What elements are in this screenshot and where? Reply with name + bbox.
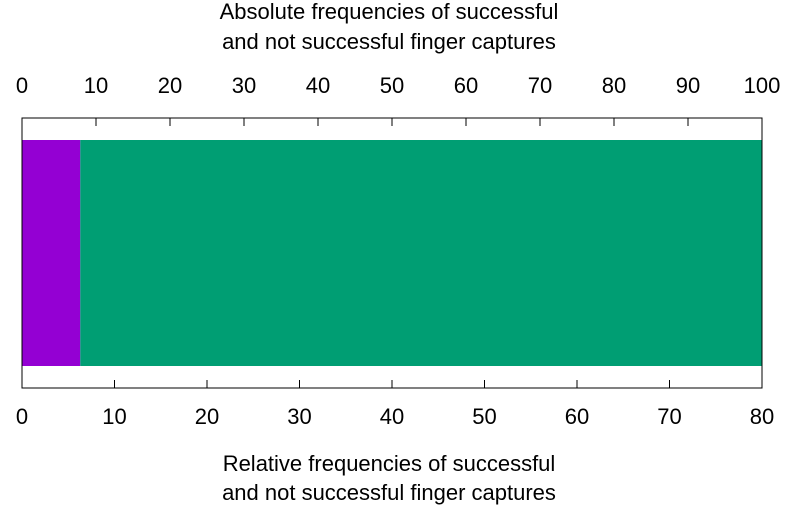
bottom-axis-title: Relative frequencies of successful and n…	[222, 451, 556, 505]
bar-segment-1	[22, 140, 81, 366]
top-tick-label: 0	[16, 73, 28, 98]
bottom-tick-label: 70	[657, 404, 681, 429]
top-tick-label: 10	[84, 73, 108, 98]
bar-segment-2	[80, 140, 762, 366]
bottom-tick-label: 60	[565, 404, 589, 429]
bottom-tick-label: 10	[102, 404, 126, 429]
bottom-axis-title-line-2: and not successful finger captures	[222, 480, 556, 505]
bottom-axis-ticks: 0 10 20 30 40 50 60 70 80	[16, 380, 774, 429]
top-tick-label: 30	[232, 73, 256, 98]
top-axis-title-line-2: and not successful finger captures	[222, 29, 556, 54]
bars	[22, 140, 762, 366]
top-tick-label: 50	[380, 73, 404, 98]
bottom-axis-title-line-1: Relative frequencies of successful	[223, 451, 556, 476]
top-axis-title: Absolute frequencies of successful and n…	[220, 0, 559, 54]
bottom-tick-label: 0	[16, 404, 28, 429]
top-tick-label: 100	[744, 73, 781, 98]
top-tick-label: 90	[676, 73, 700, 98]
top-tick-label: 70	[528, 73, 552, 98]
top-axis-ticks: 0 10 20 30 40 50 60 70 80 90 100	[16, 73, 780, 126]
bottom-tick-label: 80	[750, 404, 774, 429]
plot-frame	[21, 117, 763, 389]
bottom-tick-label: 40	[380, 404, 404, 429]
top-tick-label: 40	[306, 73, 330, 98]
top-tick-label: 60	[454, 73, 478, 98]
top-axis-title-line-1: Absolute frequencies of successful	[220, 0, 559, 24]
bottom-tick-label: 50	[472, 404, 496, 429]
top-tick-label: 20	[158, 73, 182, 98]
bottom-tick-label: 30	[287, 404, 311, 429]
top-tick-label: 80	[602, 73, 626, 98]
bottom-tick-label: 20	[195, 404, 219, 429]
